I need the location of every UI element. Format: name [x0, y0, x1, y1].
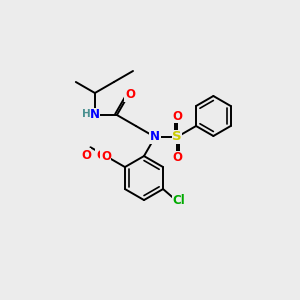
Text: H: H [82, 109, 90, 119]
Text: Cl: Cl [173, 194, 185, 207]
Text: O: O [101, 150, 111, 163]
Text: O: O [81, 148, 91, 162]
Text: O: O [96, 148, 106, 162]
Text: N: N [150, 130, 160, 143]
Text: O: O [172, 110, 182, 123]
Text: O: O [125, 88, 135, 101]
Text: O: O [172, 151, 182, 164]
Text: S: S [172, 130, 182, 143]
Text: N: N [90, 109, 100, 122]
